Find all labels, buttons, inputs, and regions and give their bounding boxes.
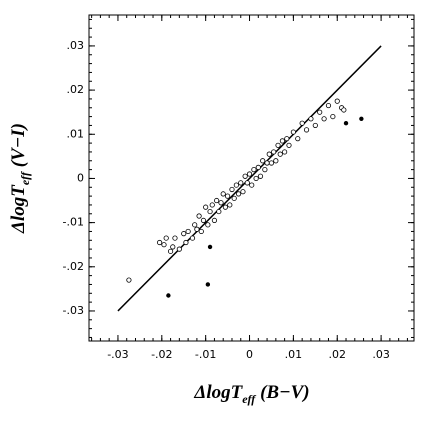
- point: [359, 116, 364, 122]
- point: [157, 239, 163, 246]
- point: [185, 228, 191, 235]
- point: [238, 180, 244, 186]
- point: [216, 208, 222, 215]
- point: [166, 293, 171, 298]
- point: [303, 127, 310, 133]
- y-tick-label: 0: [77, 171, 84, 184]
- point: [260, 158, 266, 164]
- x-tick-label: -.03: [107, 348, 128, 361]
- point: [194, 226, 200, 232]
- x-tick-label: .02: [328, 348, 346, 361]
- y-label-tail: (V−I): [8, 123, 29, 172]
- point: [299, 120, 305, 126]
- point: [308, 116, 314, 122]
- x-tick-label: .03: [372, 348, 390, 361]
- point: [167, 248, 174, 254]
- point: [253, 175, 259, 182]
- point: [205, 282, 211, 287]
- point: [290, 129, 296, 135]
- point: [205, 222, 211, 228]
- point: [231, 195, 237, 201]
- y-axis-label: ΔlogTeff (V−I): [8, 123, 32, 234]
- point: [229, 186, 235, 193]
- point: [214, 197, 220, 204]
- plot-frame: [88, 14, 415, 342]
- point: [286, 142, 292, 148]
- y-tick-label: -.02: [63, 260, 84, 273]
- point: [224, 193, 231, 199]
- y-tick-label: .03: [67, 39, 85, 52]
- point: [192, 222, 198, 228]
- x-tick-label: .01: [285, 348, 303, 361]
- point: [262, 167, 268, 173]
- point: [268, 160, 275, 166]
- reference-line: [117, 45, 382, 312]
- point: [240, 189, 246, 195]
- point: [295, 136, 301, 142]
- y-tick-label: .01: [67, 127, 85, 140]
- x-axis-label: ΔlogTeff (B−V): [193, 382, 309, 406]
- point: [209, 202, 215, 208]
- point: [255, 164, 261, 170]
- point: [264, 160, 270, 166]
- x-tick-label: -.01: [195, 348, 216, 361]
- point: [284, 136, 290, 142]
- x-tick-label: 0: [246, 348, 253, 361]
- y-label-main: ΔlogT: [8, 184, 29, 234]
- point: [163, 235, 169, 241]
- point: [277, 151, 283, 157]
- point: [211, 217, 218, 224]
- point: [203, 204, 209, 210]
- point: [325, 102, 332, 109]
- point: [222, 204, 229, 210]
- point: [172, 235, 178, 241]
- point: [161, 242, 167, 248]
- point: [249, 182, 255, 188]
- point: [198, 228, 204, 235]
- x-label-sub: eff: [242, 392, 256, 406]
- y-tick-label: -.03: [63, 304, 84, 317]
- point: [343, 121, 349, 126]
- y-tick-label: -.01: [63, 216, 84, 229]
- point: [279, 138, 286, 144]
- x-tick-label: -.02: [151, 348, 172, 361]
- point: [126, 277, 132, 283]
- point: [266, 151, 272, 157]
- point: [235, 191, 242, 197]
- point: [176, 246, 182, 252]
- point: [330, 113, 336, 120]
- point: [207, 244, 213, 250]
- point: [251, 167, 257, 173]
- point: [233, 182, 239, 188]
- point: [273, 158, 279, 164]
- point: [189, 235, 196, 241]
- point: [271, 149, 277, 155]
- point: [257, 173, 264, 179]
- point: [220, 191, 226, 197]
- y-label-sub: eff: [18, 171, 32, 185]
- point: [334, 98, 340, 104]
- x-label-tail: (B−V): [255, 382, 309, 403]
- point: [312, 122, 318, 129]
- point: [227, 202, 233, 208]
- point: [244, 180, 250, 186]
- point: [242, 173, 248, 179]
- point: [200, 217, 207, 224]
- point: [170, 244, 176, 250]
- point: [196, 213, 202, 219]
- point: [218, 200, 224, 206]
- point: [321, 116, 327, 122]
- point: [207, 208, 213, 215]
- point: [341, 107, 347, 113]
- x-label-main: ΔlogT: [193, 382, 243, 403]
- point: [246, 171, 253, 177]
- y-tick-label: .02: [67, 83, 85, 96]
- point: [181, 231, 187, 237]
- point: [282, 149, 288, 155]
- point: [183, 239, 189, 246]
- point: [275, 142, 281, 148]
- point: [317, 109, 323, 115]
